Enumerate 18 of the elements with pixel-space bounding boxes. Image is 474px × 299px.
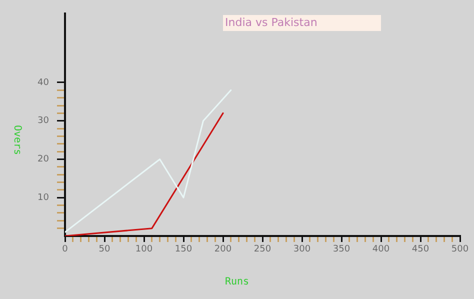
- x-axis-title: Runs: [224, 276, 250, 288]
- y-tick-label: 30: [38, 116, 50, 126]
- y-axis-title: Overs: [11, 124, 22, 156]
- x-tick-label: 0: [62, 244, 68, 255]
- y-tick-label: 10: [38, 192, 50, 203]
- x-tick-label: 100: [135, 244, 153, 255]
- y-tick-label: 20: [38, 154, 50, 165]
- x-tick-label: 400: [372, 244, 390, 255]
- x-tick-label: 500: [451, 244, 469, 255]
- x-tick-label: 50: [98, 244, 110, 255]
- y-tick-label: 40: [38, 78, 50, 88]
- x-tick-label: 300: [293, 244, 311, 255]
- chart-title: India vs Pakistan: [224, 15, 318, 31]
- x-tick-label: 350: [332, 244, 350, 255]
- x-tick-label: 150: [174, 244, 192, 255]
- x-tick-label: 250: [254, 244, 272, 255]
- x-tick-label: 450: [412, 244, 430, 255]
- x-tick-label: 200: [214, 244, 232, 255]
